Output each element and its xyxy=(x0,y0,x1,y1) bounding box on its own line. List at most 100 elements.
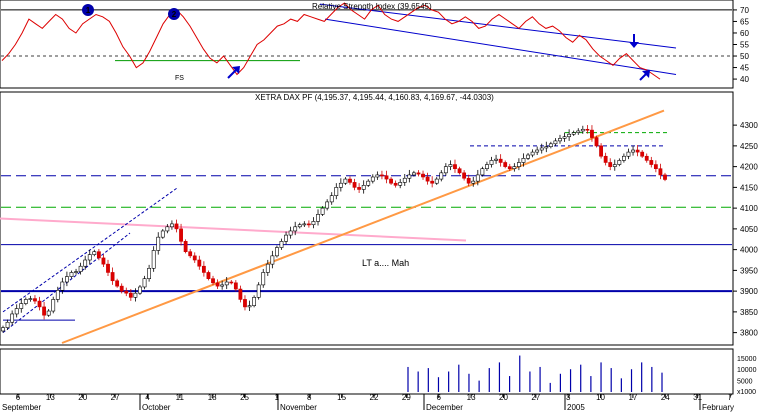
candle-body xyxy=(653,164,658,170)
candle-body xyxy=(416,172,421,175)
candle-body xyxy=(389,178,393,184)
rsi-tick-label: 60 xyxy=(740,29,749,38)
candle-body xyxy=(402,177,407,183)
candle-body xyxy=(201,265,206,273)
candle-body xyxy=(83,259,88,267)
x-tick-label: 13 xyxy=(46,393,55,402)
price-layer xyxy=(0,109,667,344)
candle-body xyxy=(5,321,10,328)
candle-body xyxy=(284,234,288,242)
candle-body xyxy=(60,281,65,291)
arrow-up-right-icon xyxy=(639,70,650,81)
candle-body xyxy=(106,263,110,273)
price-tick-label: 4050 xyxy=(740,225,758,234)
x-tick-label: 3 xyxy=(566,393,571,402)
x-tick-label: 10 xyxy=(596,393,605,402)
price-tick-label: 3800 xyxy=(740,329,758,338)
candle-body xyxy=(147,267,151,279)
x-tick-label: 4 xyxy=(145,393,150,402)
candle-body xyxy=(101,257,106,265)
candle-body xyxy=(343,178,348,184)
marker-1-label: 1 xyxy=(86,6,91,15)
candle-body xyxy=(325,201,330,209)
candle-body xyxy=(320,207,325,215)
rsi-tick-label: 70 xyxy=(740,6,749,15)
candle-body xyxy=(119,285,124,292)
marker-1: 1 xyxy=(82,4,94,16)
channel-lower xyxy=(2,232,131,334)
x-tick-label: 6 xyxy=(437,393,442,402)
price-panel-frame xyxy=(0,91,734,346)
marker-2-label: 2 xyxy=(172,10,177,19)
candle-body xyxy=(434,178,439,184)
arrow-up-right-icon xyxy=(227,66,240,79)
x-tick-label: 15 xyxy=(337,393,346,402)
candle-body xyxy=(626,151,631,157)
price-title: XETRA DAX PF (4,195.37, 4,195.44, 4,160.… xyxy=(255,93,494,102)
arrow-down-icon xyxy=(629,34,639,48)
candle-body xyxy=(462,172,467,179)
candle-body xyxy=(96,251,101,259)
candle-body xyxy=(165,226,170,232)
candle-body xyxy=(316,214,320,222)
price-tick-label: 4250 xyxy=(740,142,758,151)
candle-body xyxy=(211,278,215,284)
candle-body xyxy=(220,284,225,287)
candle-body xyxy=(233,282,238,290)
candle-body xyxy=(571,132,576,135)
candle-body xyxy=(530,151,535,156)
candle-body xyxy=(366,180,371,186)
candle-body xyxy=(69,272,74,277)
candle-body xyxy=(498,158,503,163)
x-tick-label: 24 xyxy=(661,393,670,402)
candle-body xyxy=(124,290,129,294)
candle-body xyxy=(128,292,133,298)
marker-2: 2 xyxy=(168,8,180,20)
candle-body xyxy=(229,281,234,284)
candle-body xyxy=(115,280,120,287)
candle-body xyxy=(558,138,562,142)
candle-body xyxy=(174,223,179,230)
candle-body xyxy=(78,265,83,272)
candle-body xyxy=(421,173,425,178)
candle-body xyxy=(133,292,138,298)
price-tick-label: 4300 xyxy=(740,121,758,130)
candle-body xyxy=(590,129,594,138)
month-label: October xyxy=(142,403,171,412)
rsi-tick-label: 45 xyxy=(740,64,749,73)
fs-label: FS xyxy=(175,75,184,82)
candle-body xyxy=(279,241,284,248)
candle-body xyxy=(631,149,635,153)
volume-tick-label: 15000 xyxy=(737,356,757,363)
candle-body xyxy=(485,164,489,170)
candle-body xyxy=(617,160,622,165)
candle-body xyxy=(142,278,147,288)
candle-body xyxy=(439,172,444,180)
candle-body xyxy=(494,158,498,161)
month-label: September xyxy=(2,403,41,412)
candle-body xyxy=(471,180,476,184)
candle-body xyxy=(28,298,33,300)
x-tick-label: 18 xyxy=(208,393,217,402)
x-tick-label: 7 xyxy=(728,393,733,402)
candle-body xyxy=(74,271,78,273)
axis-layer: 70 65 60 55 50 45 40 4300 4250 4200 4150 4100 4050 40… xyxy=(2,6,758,412)
volume-layer xyxy=(407,355,663,392)
rsi-tick-label: 50 xyxy=(740,52,749,61)
x-tick-label: 6 xyxy=(16,393,21,402)
candle-body xyxy=(663,174,667,180)
candle-body xyxy=(37,300,42,308)
candle-body xyxy=(197,259,202,267)
candle-body xyxy=(293,226,298,232)
x-tick-label: 25 xyxy=(240,393,249,402)
candle-body xyxy=(348,178,352,183)
price-tick-label: 3900 xyxy=(740,287,758,296)
candle-body xyxy=(517,162,521,167)
x-tick-label: 1 xyxy=(275,393,280,402)
candle-body xyxy=(42,306,46,316)
x-tick-label: 13 xyxy=(467,393,476,402)
candle-body xyxy=(265,263,270,273)
candle-body xyxy=(443,166,448,174)
candle-body xyxy=(585,128,590,131)
volume-tick-label: x1000 xyxy=(737,389,756,396)
